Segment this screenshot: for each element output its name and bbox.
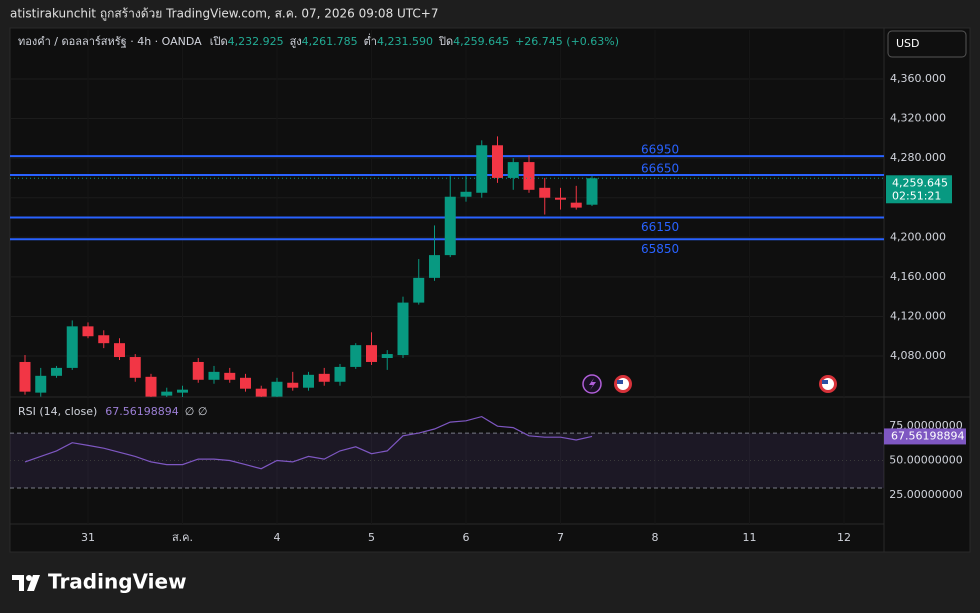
line-label: 66150 <box>641 220 679 234</box>
legend-value: 4,232.925 <box>228 35 284 48</box>
candle-body <box>460 191 472 197</box>
x-tick-label: 8 <box>651 531 658 544</box>
logo-mark <box>12 575 24 591</box>
last-price-label: 4,259.645 <box>892 176 948 189</box>
candle-body <box>66 326 78 368</box>
legend-key: เปิด <box>210 35 228 48</box>
x-tick-label: 12 <box>837 531 851 544</box>
candle-body <box>381 354 393 359</box>
symbol: ทองคำ / ดอลลาร์สหรัฐ · 4h · OANDA <box>18 35 202 48</box>
rsi-value: 67.56198894 <box>105 405 178 418</box>
candle-body <box>271 381 283 397</box>
event-icons <box>582 374 837 394</box>
axes: 4,080.0004,120.0004,160.0004,200.0004,24… <box>81 72 966 544</box>
last-price-tag <box>886 175 952 204</box>
candle-body <box>302 374 314 388</box>
header-text: atistirakunchit ถูกสร้างด้วย TradingView… <box>10 7 439 22</box>
candle-body <box>523 162 535 190</box>
candle-body <box>50 367 62 376</box>
candle-body <box>239 377 251 389</box>
x-tick-label: 5 <box>368 531 375 544</box>
candle-body <box>224 372 236 380</box>
candle-body <box>428 255 440 278</box>
y-tick-label: 4,120.000 <box>890 309 946 322</box>
flag-icon <box>617 380 623 384</box>
rsi-band <box>10 433 884 488</box>
rsi-pane <box>10 398 884 524</box>
x-tick-label: 6 <box>462 531 469 544</box>
candle-body <box>192 361 204 380</box>
x-tick-label: 31 <box>81 531 95 544</box>
logo-mark <box>27 575 40 591</box>
candle-body <box>82 326 94 337</box>
legend-key: ต่ำ <box>364 33 377 48</box>
y-tick-label: 4,080.000 <box>890 349 946 362</box>
legend-change: +26.745 (+0.63%) <box>515 35 619 48</box>
candle-body <box>19 361 31 392</box>
rsi-title: RSI (14, close) <box>18 405 97 418</box>
currency-button[interactable] <box>887 30 967 58</box>
y-tick-label: 4,320.000 <box>890 112 946 125</box>
candle-body <box>413 277 425 303</box>
candle-body <box>145 376 157 397</box>
candle-body <box>318 373 330 382</box>
candle-body <box>334 366 346 382</box>
candle-body <box>129 357 141 378</box>
candle-body <box>176 389 188 393</box>
candle-body <box>161 391 173 396</box>
flag-icon <box>822 380 828 384</box>
candle-body <box>586 178 598 205</box>
candle-body <box>397 302 409 356</box>
line-label: 66650 <box>641 161 679 175</box>
ohlc-legend: ทองคำ / ดอลลาร์สหรัฐ · 4h · OANDA เปิด4,2… <box>18 33 619 48</box>
legend-value: 4,259.645 <box>453 35 509 48</box>
lightning-icon <box>589 378 596 390</box>
currency-label: USD <box>896 37 920 50</box>
candle-body <box>539 187 551 198</box>
x-tick-label: 11 <box>742 531 756 544</box>
line-label: 65850 <box>641 242 679 256</box>
y-tick-label: 25.00000000 <box>889 488 962 501</box>
y-tick-label: 4,280.000 <box>890 151 946 164</box>
candle-body <box>287 382 299 388</box>
candle-body <box>491 145 503 178</box>
legend-key: ปิด <box>438 35 453 48</box>
legend-value: 4,261.785 <box>302 35 358 48</box>
rsi-line <box>24 415 593 470</box>
y-tick-label: 4,160.000 <box>890 270 946 283</box>
brand-name: TradingView <box>48 570 187 594</box>
candle-body <box>208 371 220 380</box>
candle-body <box>570 202 582 208</box>
candle-body <box>35 375 47 393</box>
rsi-extra: ∅ ∅ <box>185 405 208 418</box>
candle-body <box>113 343 125 358</box>
x-tick-label: 7 <box>557 531 564 544</box>
rsi-tag <box>884 428 966 445</box>
x-tick-label: 4 <box>273 531 280 544</box>
candle-body <box>507 162 519 178</box>
price-pane: 66950 66650 66150 65850 <box>10 30 884 397</box>
candle-body <box>476 145 488 193</box>
countdown: 02:51:21 <box>892 189 941 202</box>
y-tick-label: 4,360.000 <box>890 72 946 85</box>
logo-mark <box>26 575 32 581</box>
candle-body <box>98 335 110 344</box>
legend-value: 4,231.590 <box>377 35 433 48</box>
y-tick-label: 50.00000000 <box>889 454 962 467</box>
candle-body <box>444 196 456 256</box>
y-tick-label: 4,200.000 <box>890 230 946 243</box>
rsi-legend: RSI (14, close) 67.56198894 ∅ ∅ <box>18 405 207 418</box>
candle-body <box>554 197 566 200</box>
candle-body <box>365 345 377 362</box>
rsi-tag-label: 67.56198894 <box>891 429 964 442</box>
legend-key: สูง <box>290 35 302 48</box>
candle-body <box>350 345 362 367</box>
x-tick-label: ส.ค. <box>172 531 193 544</box>
candle-body <box>255 388 267 397</box>
brand-logo <box>12 575 40 591</box>
line-label: 66950 <box>641 143 679 157</box>
